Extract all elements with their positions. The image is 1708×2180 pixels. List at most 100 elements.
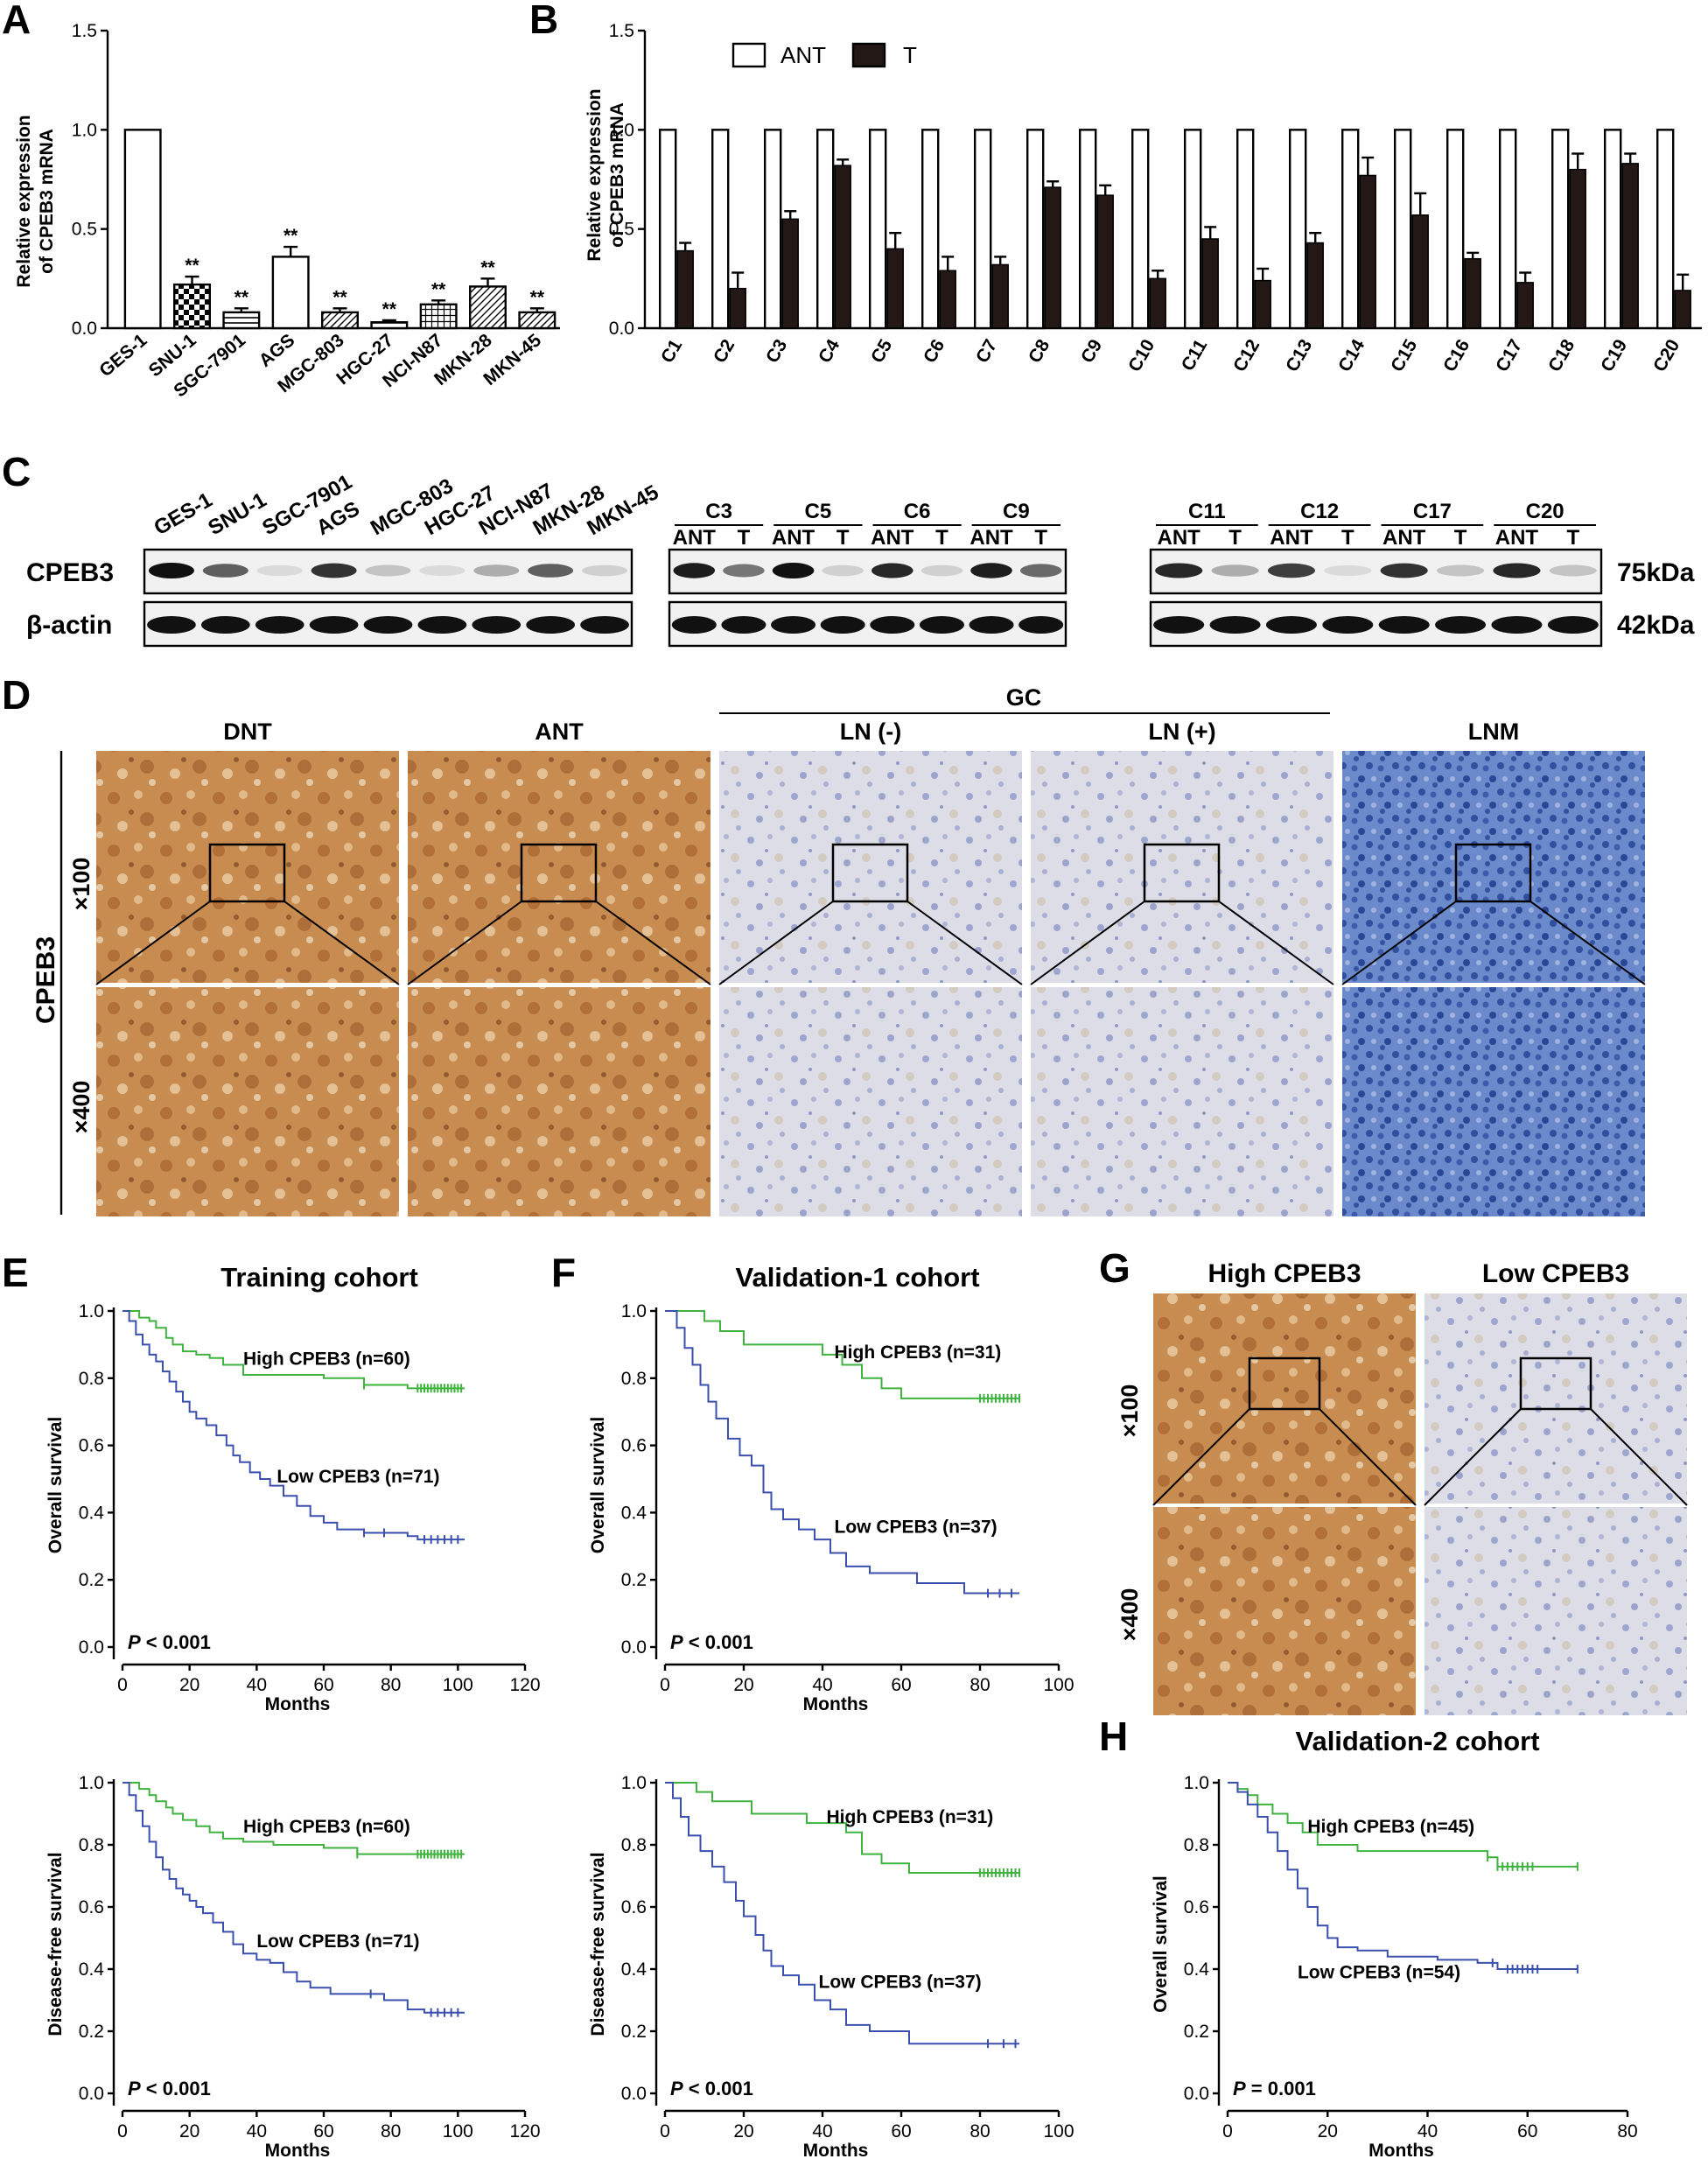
y-tick-label: 0.6: [621, 1436, 647, 1456]
lane-sub-label: T: [1454, 526, 1467, 550]
zoom-line: [1030, 901, 1145, 985]
bar-t: [1254, 279, 1271, 329]
bar-ant: [1078, 129, 1097, 330]
survival-curve: [122, 1310, 465, 1390]
y-tick-label: 0.2: [621, 1570, 647, 1590]
bar: [321, 311, 359, 330]
lane-sub-label: T: [1228, 526, 1242, 550]
band-cpeb3: [1549, 564, 1597, 577]
ihc-image-100x: [719, 751, 1022, 983]
bar-t: [1306, 242, 1324, 329]
bar-ant: [1446, 129, 1465, 330]
ihc-column-header: LN (-): [840, 718, 901, 745]
ihc-image-100x: [1031, 751, 1334, 983]
x-tick-label: 60: [891, 1675, 911, 1695]
lane-sub-label: T: [1341, 526, 1354, 550]
p-symbol: P: [128, 2078, 141, 2099]
band-actin: [1209, 616, 1261, 634]
band-actin: [309, 616, 359, 634]
bar-t: [886, 248, 904, 329]
survival-curve: [665, 1310, 1019, 1595]
band-cpeb3: [582, 564, 628, 577]
survival-curve: [665, 1782, 1019, 2045]
band-cpeb3: [1211, 564, 1259, 577]
zoom-line: [1319, 1408, 1417, 1506]
km-plot-f-top: Validation-1 cohort 0.0 0.2 0.4 0.6 0.8 1.0 0 20…: [588, 1262, 1074, 1714]
pair-label: C6: [904, 500, 931, 523]
bar-t: [729, 287, 746, 329]
y-tick-label: 0.0: [79, 1637, 104, 1658]
band-cpeb3: [419, 564, 466, 577]
lane-sub-label: T: [836, 526, 850, 550]
bar-ant: [659, 129, 677, 330]
significance-mark: **: [480, 257, 495, 277]
band-actin: [870, 616, 915, 634]
x-tick-label: C20: [1649, 336, 1684, 375]
zoom-line: [595, 901, 711, 985]
band-actin: [255, 616, 304, 634]
x-tick-label: C6: [920, 336, 948, 367]
legend-swatch-ant: [732, 42, 766, 68]
p-symbol: P: [670, 2078, 683, 2099]
legend-swatch-t: [851, 42, 886, 68]
bar-ant: [1498, 129, 1517, 330]
y-tick-label: 0.5: [72, 220, 97, 240]
y-tick-label: 1.0: [621, 1773, 647, 1793]
x-tick-label: 80: [1617, 2121, 1637, 2141]
bar-t: [1359, 174, 1376, 329]
pair-label: C11: [1188, 500, 1226, 523]
zoom-box: [1143, 843, 1221, 903]
zoom-box: [1454, 843, 1532, 903]
band-cpeb3: [1437, 564, 1485, 577]
zoom-line: [1152, 1408, 1250, 1506]
y-tick-label: 0.5: [609, 220, 634, 240]
chart-title: Validation-1 cohort: [735, 1262, 979, 1293]
y-tick-label: 0.0: [621, 1637, 647, 1658]
lane-sub-label: ANT: [1270, 526, 1313, 550]
b-ylabel-line2: of CPEB3 mRNA: [607, 102, 627, 248]
band-actin: [969, 616, 1014, 634]
p-value-text: < 0.001: [141, 1631, 211, 1653]
band-actin: [671, 616, 717, 634]
y-tick-label: 0.0: [621, 2084, 647, 2104]
bar-ant: [816, 129, 835, 330]
panel-letter-a: A: [2, 0, 31, 42]
chart-title: Training cohort: [220, 1262, 418, 1293]
zoom-line: [1341, 901, 1457, 985]
x-tick-label: 60: [891, 2121, 911, 2141]
y-tick-label: 0.4: [621, 1959, 648, 1980]
series-label: Low CPEB3 (n=71): [276, 1467, 439, 1487]
y-tick-label: 0.0: [1184, 2084, 1209, 2104]
x-tick-label: 80: [381, 2121, 401, 2141]
y-tick-label: 1.0: [72, 120, 97, 140]
y-tick-label: 1.0: [609, 120, 634, 140]
bar-t: [1621, 163, 1639, 329]
lane-sub-label: ANT: [1158, 526, 1201, 550]
pair-label: C5: [805, 500, 832, 523]
bar-ant: [1393, 129, 1412, 330]
ihc-column-header: ANT: [535, 718, 584, 745]
band-actin: [1378, 616, 1430, 634]
band-cpeb3: [1267, 563, 1315, 578]
x-tick-label: 20: [733, 1675, 753, 1695]
x-axis-label: Months: [803, 2141, 869, 2161]
p-value: P = 0.001: [1233, 2078, 1316, 2099]
x-tick-label: 40: [812, 2121, 832, 2141]
y-tick-label: 1.0: [79, 1301, 104, 1321]
survival-curve: [122, 1782, 465, 1855]
band-cpeb3: [1380, 563, 1428, 578]
y-tick-label: 0.6: [79, 1436, 104, 1456]
bar-ant: [920, 129, 940, 330]
x-tick-label: 0: [117, 1675, 128, 1695]
band-cpeb3: [148, 563, 194, 578]
y-tick-label: 1.0: [79, 1773, 104, 1793]
y-tick-label: 0.8: [1184, 1835, 1209, 1855]
x-axis-label: Months: [803, 1694, 869, 1714]
y-tick-label: 0.6: [621, 1897, 647, 1917]
p-symbol: P: [128, 1631, 141, 1653]
series-label: Low CPEB3 (n=54): [1298, 1963, 1460, 1983]
x-tick-label: 80: [970, 2121, 990, 2141]
ihc-mag-400: ×400: [68, 1081, 94, 1134]
y-tick-label: 0.2: [79, 2022, 104, 2042]
